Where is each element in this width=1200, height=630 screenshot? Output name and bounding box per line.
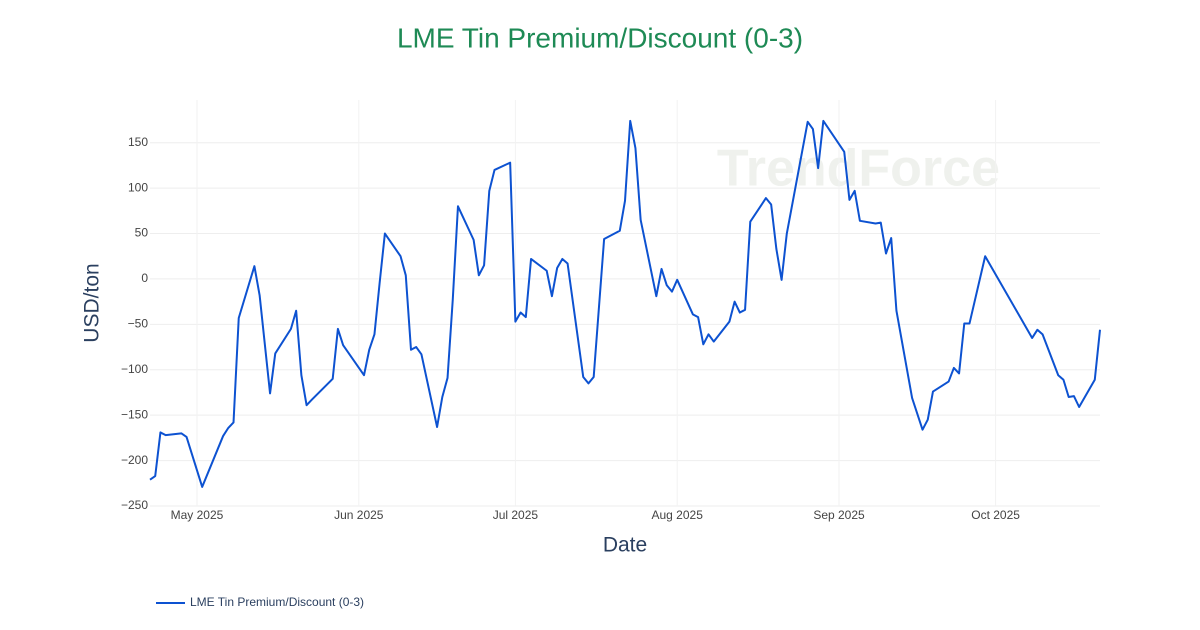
- x-tick-label: Sep 2025: [813, 508, 865, 522]
- data-line: [149, 119, 1101, 488]
- x-tick-label: Jun 2025: [334, 508, 384, 522]
- watermark: TrendForce: [717, 140, 1000, 198]
- legend-label: LME Tin Premium/Discount (0-3): [190, 595, 364, 609]
- y-tick-label: 100: [128, 180, 148, 194]
- x-tick-label: May 2025: [171, 508, 224, 522]
- y-axis-title: USD/ton: [81, 263, 104, 342]
- y-tick-label: −200: [121, 453, 148, 467]
- y-tick-label: −100: [121, 362, 148, 376]
- x-axis-title: Date: [603, 534, 647, 557]
- y-tick-label: 150: [128, 135, 148, 149]
- y-tick-label: 0: [141, 271, 148, 285]
- y-tick-label: −250: [121, 498, 148, 512]
- y-tick-label: −150: [121, 407, 148, 421]
- x-tick-label: Jul 2025: [493, 508, 539, 522]
- x-tick-label: Aug 2025: [652, 508, 704, 522]
- y-tick-label: −50: [128, 317, 149, 331]
- chart-title: LME Tin Premium/Discount (0-3): [397, 22, 803, 53]
- y-tick-label: 50: [135, 226, 149, 240]
- x-tick-label: Oct 2025: [971, 508, 1020, 522]
